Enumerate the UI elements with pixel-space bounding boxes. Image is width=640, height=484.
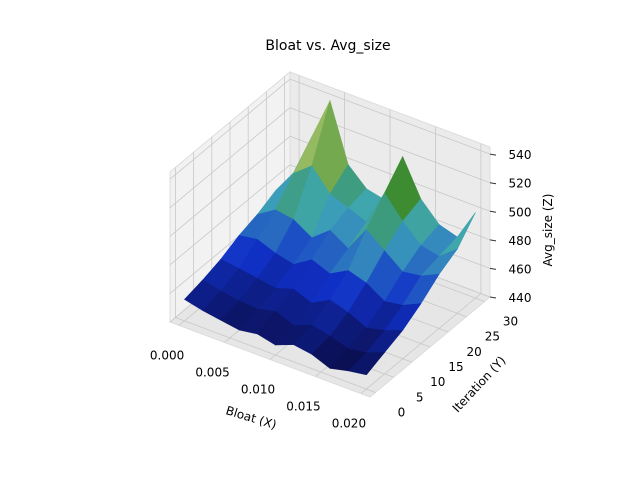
x-tick-label: 0.000 xyxy=(150,348,184,362)
grid-line xyxy=(289,78,491,155)
z-tick xyxy=(489,182,497,185)
surface-cell xyxy=(347,352,386,376)
z-tick-label: 520 xyxy=(509,177,532,191)
x-tick-label: 0.010 xyxy=(241,383,275,397)
x-tick-label: 0.005 xyxy=(195,365,229,379)
grid-line xyxy=(175,317,376,393)
z-tick xyxy=(489,210,497,213)
y-tick-label: 30 xyxy=(503,315,518,329)
z-tick-label: 500 xyxy=(509,205,532,219)
x-axis-label: Bloat (X) xyxy=(224,403,278,432)
z-tick xyxy=(489,153,497,156)
grid-line xyxy=(169,164,291,266)
z-tick-label: 460 xyxy=(509,262,532,276)
z-tick-label: 440 xyxy=(509,291,532,305)
z-axis-label: Avg_size (Z) xyxy=(541,194,555,267)
y-tick-label: 10 xyxy=(430,375,445,389)
y-tick-label: 5 xyxy=(416,390,424,404)
chart-title: Bloat vs. Avg_size xyxy=(265,38,390,54)
grid-line xyxy=(169,107,291,209)
z-tick xyxy=(489,239,497,242)
grid-line xyxy=(169,135,291,237)
y-tick-label: 15 xyxy=(448,360,463,374)
y-tick-label: 0 xyxy=(398,405,406,419)
y-tick-label: 20 xyxy=(467,345,482,359)
x-tick-label: 0.020 xyxy=(332,417,366,431)
z-tick-label: 540 xyxy=(509,148,532,162)
x-tick-label: 0.015 xyxy=(286,400,320,414)
z-tick-label: 480 xyxy=(509,234,532,248)
z-tick xyxy=(489,267,497,270)
grid-line xyxy=(169,78,291,180)
y-tick-label: 25 xyxy=(485,330,500,344)
z-tick xyxy=(489,296,497,299)
